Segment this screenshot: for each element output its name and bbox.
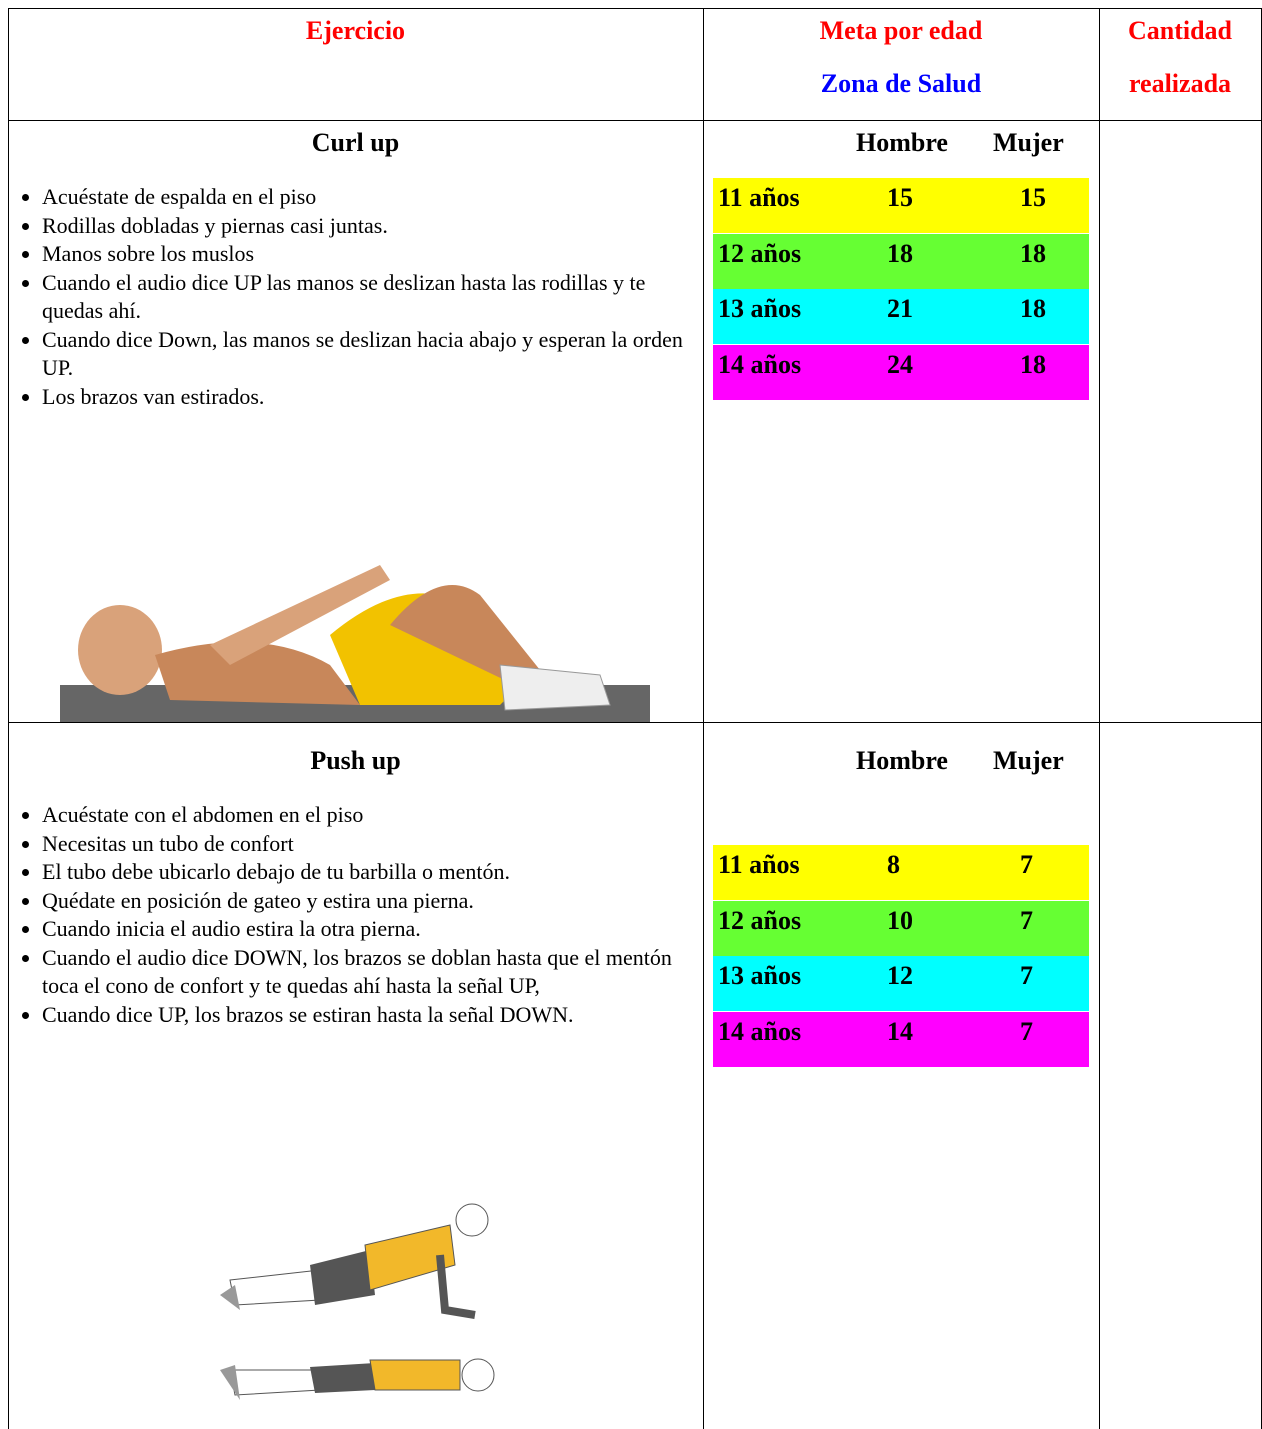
- instruction: Manos sobre los muslos: [42, 240, 687, 269]
- male-goal: 18: [887, 238, 913, 268]
- age: 14 años: [718, 349, 802, 379]
- instruction: Cuando inicia el audio estira la otra pi…: [42, 915, 687, 944]
- instruction: Los brazos van estirados.: [42, 383, 687, 412]
- instruction: Quédate en posición de gateo y estira un…: [42, 887, 687, 916]
- female-goal: 18: [1020, 349, 1046, 379]
- age: 11 años: [718, 183, 800, 212]
- male-goal: 14: [887, 1016, 913, 1046]
- goal-header: Hombre: [856, 128, 948, 157]
- goal-row: 14 años 14 7: [713, 1011, 1089, 1067]
- header-amount: realizada: [1128, 69, 1232, 98]
- header-goal: Meta por edad: [819, 16, 983, 45]
- female-goal: 7: [1020, 850, 1033, 879]
- goal-header: Hombre: [856, 746, 948, 775]
- age: 13 años: [718, 294, 802, 323]
- male-goal: 21: [887, 294, 913, 323]
- exercise-name: Curl up: [311, 128, 400, 157]
- age: 12 años: [718, 238, 802, 268]
- exercise-name: Push up: [310, 746, 401, 775]
- instruction: Necesitas un tubo de confort: [42, 830, 687, 859]
- goal-row: 13 años 21 18: [713, 289, 1089, 344]
- goal-row: 11 años 8 7: [713, 845, 1089, 900]
- goal-header: Mujer: [993, 746, 1064, 775]
- age: 14 años: [718, 1016, 802, 1046]
- instruction: El tubo debe ubicarlo debajo de tu barbi…: [42, 858, 687, 887]
- female-goal: 7: [1020, 905, 1033, 935]
- curl-up-illustration: [60, 565, 650, 722]
- female-goal: 15: [1020, 183, 1046, 212]
- male-goal: 8: [887, 850, 900, 879]
- age: 12 años: [718, 905, 802, 935]
- female-goal: 18: [1020, 294, 1046, 323]
- male-goal: 10: [887, 905, 913, 935]
- goal-row: 13 años 12 7: [713, 956, 1089, 1011]
- instruction: Rodillas dobladas y piernas casi juntas.: [42, 212, 687, 241]
- instructions: Acuéstate de espalda en el pisoRodillas …: [20, 183, 687, 411]
- header-exercise: Ejercicio: [305, 16, 406, 45]
- header-zone: Zona de Salud: [820, 69, 982, 98]
- male-goal: 12: [887, 961, 913, 990]
- male-goal: 15: [887, 183, 913, 212]
- instruction: Cuando dice UP, los brazos se estiran ha…: [42, 1001, 687, 1030]
- goal-header: Mujer: [993, 128, 1064, 157]
- instructions: Acuéstate con el abdomen en el pisoNeces…: [20, 801, 687, 1029]
- header-amount: Cantidad: [1127, 16, 1233, 45]
- instruction: Cuando el audio dice DOWN, los brazos se…: [42, 944, 687, 1001]
- goal-row: 12 años 10 7: [713, 900, 1089, 956]
- instruction: Acuéstate de espalda en el piso: [42, 183, 687, 212]
- instruction: Cuando el audio dice UP las manos se des…: [42, 269, 687, 326]
- female-goal: 18: [1020, 238, 1046, 268]
- goal-row: 12 años 18 18: [713, 233, 1089, 289]
- female-goal: 7: [1020, 961, 1033, 990]
- goal-row: 14 años 24 18: [713, 344, 1089, 400]
- push-up-illustration: [220, 1203, 495, 1400]
- age: 13 años: [718, 961, 802, 990]
- instruction: Cuando dice Down, las manos se deslizan …: [42, 326, 687, 383]
- female-goal: 7: [1020, 1016, 1033, 1046]
- instruction: Acuéstate con el abdomen en el piso: [42, 801, 687, 830]
- goal-row: 11 años 15 15: [713, 178, 1089, 233]
- age: 11 años: [718, 850, 800, 879]
- male-goal: 24: [887, 349, 913, 379]
